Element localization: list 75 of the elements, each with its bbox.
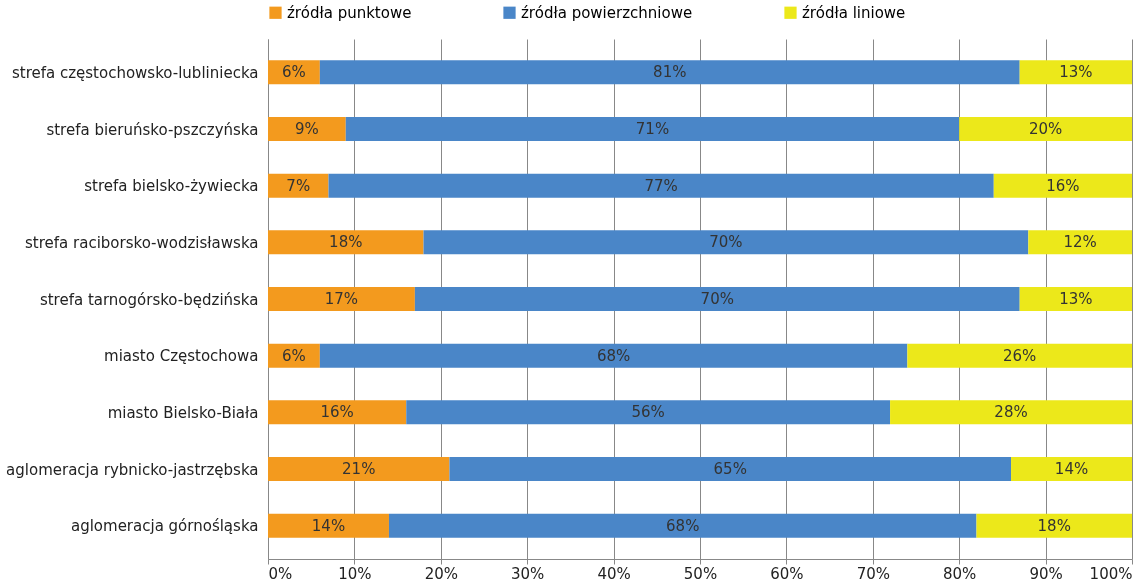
x-tick-label: 90% [1029, 564, 1063, 583]
bar [268, 230, 424, 255]
bar [890, 400, 1132, 425]
x-tick-label: 70% [856, 564, 890, 583]
data-label: 70% [709, 233, 743, 252]
data-label: 18% [1037, 516, 1071, 535]
y-tick-label: aglomeracja rybnicko-jastrzębska [6, 460, 259, 479]
bar [1011, 457, 1132, 481]
y-tick-label: miasto Częstochowa [104, 347, 259, 366]
data-label: 16% [1046, 176, 1080, 195]
data-label: 6% [282, 346, 306, 365]
bar [268, 173, 329, 198]
y-tick-label: strefa bieruńsko-pszczyńska [46, 120, 259, 139]
x-tick-label: 80% [943, 564, 977, 583]
bar [1019, 287, 1132, 311]
bar [268, 117, 346, 141]
data-label: 12% [1063, 233, 1097, 252]
data-label: 21% [342, 460, 376, 478]
data-label: 14% [1054, 460, 1089, 478]
data-label: 68% [666, 516, 700, 535]
bar [268, 457, 450, 481]
bar [268, 287, 415, 311]
x-tick-label: 60% [770, 564, 804, 583]
x-tick-label: 100% [1089, 564, 1133, 583]
bar [388, 513, 977, 538]
data-label: 20% [1028, 120, 1063, 138]
data-label: 16% [320, 403, 354, 422]
data-label: 18% [329, 233, 363, 252]
data-label: 13% [1059, 290, 1093, 308]
bar [976, 513, 1132, 538]
data-label: 13% [1059, 63, 1093, 82]
data-label: 6% [282, 63, 306, 82]
bar [268, 513, 389, 538]
bar [406, 400, 891, 425]
y-tick-label: strefa raciborsko-wodzisławska [25, 233, 259, 252]
data-label: 70% [700, 290, 734, 308]
legend-label: źródła liniowe [802, 3, 906, 22]
data-label: 68% [596, 346, 631, 365]
data-label: 14% [311, 516, 346, 535]
bar [319, 343, 908, 368]
y-tick-label: miasto Bielsko-Biała [107, 403, 259, 422]
bar [423, 230, 1029, 255]
data-label: 56% [631, 403, 665, 422]
data-label: 71% [635, 120, 670, 138]
data-label: 28% [994, 403, 1028, 422]
data-label: 81% [653, 63, 687, 82]
x-tick-label: 10% [338, 564, 372, 583]
bar [268, 400, 407, 425]
data-label: 9% [294, 120, 319, 138]
x-tick-label: 20% [424, 564, 458, 583]
bar [959, 117, 1132, 141]
data-label: 26% [1003, 346, 1037, 365]
y-tick-label: strefa częstochowsko-lubliniecka [11, 63, 259, 82]
x-tick-label: 30% [511, 564, 545, 583]
legend-label: źródła punktowe [287, 3, 412, 22]
bar [1019, 60, 1132, 85]
data-label: 77% [644, 176, 678, 195]
bar [319, 60, 1020, 85]
bar [414, 287, 1020, 311]
bar [907, 343, 1132, 368]
bar [328, 173, 994, 198]
bar [993, 173, 1132, 198]
data-label: 7% [286, 176, 311, 195]
y-tick-label: strefa tarnogórsko-będzińska [39, 290, 259, 309]
data-label: 17% [324, 290, 359, 308]
x-tick-label: 0% [268, 564, 293, 583]
bar [345, 117, 960, 141]
x-tick-label: 40% [597, 564, 631, 583]
bar [449, 457, 1012, 481]
bar [1028, 230, 1132, 255]
data-label: 65% [713, 460, 747, 478]
x-tick-label: 50% [683, 564, 718, 583]
legend-label: źródła powierzchniowe [521, 3, 693, 22]
y-tick-label: strefa bielsko-żywiecka [84, 177, 259, 196]
y-tick-label: aglomeracja górnośląska [70, 517, 259, 536]
